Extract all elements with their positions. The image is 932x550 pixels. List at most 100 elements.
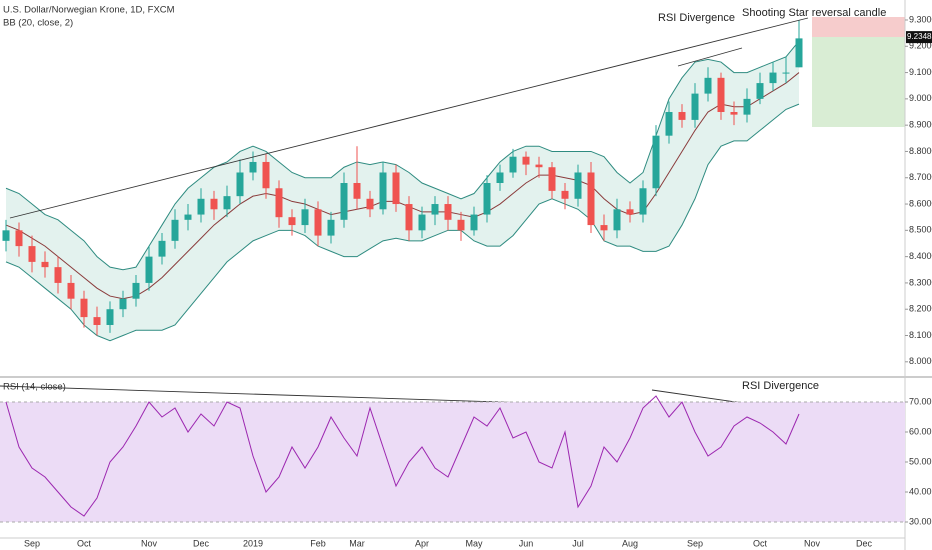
x-tick-label: Nov bbox=[804, 538, 821, 548]
candle-body bbox=[548, 167, 556, 191]
y-tick-label: 9.00000 bbox=[909, 93, 932, 103]
candle-body bbox=[496, 172, 504, 184]
candle-body bbox=[132, 282, 140, 299]
x-tick-label: Dec bbox=[193, 538, 210, 548]
candle-body bbox=[15, 230, 23, 247]
annotation: RSI Divergence bbox=[658, 12, 735, 24]
candle-body bbox=[158, 240, 166, 257]
x-tick-label: Oct bbox=[753, 538, 768, 548]
indicator-label: RSI (14, close) bbox=[3, 382, 66, 393]
price-pane bbox=[2, 19, 803, 342]
candle-body bbox=[522, 156, 530, 165]
x-tick-label: Nov bbox=[141, 538, 158, 548]
candle-body bbox=[743, 98, 751, 115]
candle-body bbox=[262, 161, 270, 189]
candle-body bbox=[327, 219, 335, 236]
candle-body bbox=[457, 219, 465, 231]
x-tick-label: Jun bbox=[519, 538, 534, 548]
trend-line bbox=[9, 17, 809, 219]
x-tick-label: Sep bbox=[24, 538, 40, 548]
candle-body bbox=[730, 112, 738, 115]
indicator-label: BB (20, close, 2) bbox=[3, 18, 73, 29]
candle-body bbox=[509, 156, 517, 173]
rsi-band bbox=[0, 402, 905, 522]
candle-body bbox=[67, 282, 75, 299]
candle-body bbox=[678, 112, 686, 120]
candle-body bbox=[236, 172, 244, 197]
y-tick-label: 8.80000 bbox=[909, 146, 932, 156]
candle-body bbox=[769, 72, 777, 84]
candle-body bbox=[379, 172, 387, 210]
candle-body bbox=[431, 204, 439, 215]
candle-body bbox=[119, 298, 127, 310]
candle-body bbox=[535, 164, 543, 168]
y-tick-label: 8.00000 bbox=[909, 356, 932, 366]
candle-body bbox=[353, 183, 361, 199]
candle-body bbox=[483, 183, 491, 215]
candle-body bbox=[41, 261, 49, 268]
candle-body bbox=[171, 219, 179, 241]
x-tick-label: Apr bbox=[415, 538, 429, 548]
x-tick-label: May bbox=[465, 538, 483, 548]
x-tick-label: Feb bbox=[310, 538, 326, 548]
candle-body bbox=[197, 198, 205, 215]
candle-body bbox=[444, 204, 452, 220]
y-tick-label: 8.20000 bbox=[909, 304, 932, 314]
bollinger-lower bbox=[5, 103, 800, 342]
y-tick-label: 8.60000 bbox=[909, 198, 932, 208]
y-tick-label: 40.00 bbox=[909, 486, 932, 496]
candle-body bbox=[340, 183, 348, 220]
candle-body bbox=[301, 209, 309, 226]
candle-body bbox=[184, 214, 192, 220]
y-tick-label: 8.40000 bbox=[909, 251, 932, 261]
target-zone bbox=[812, 37, 905, 127]
x-tick-label: Mar bbox=[349, 538, 365, 548]
x-tick-label: Jul bbox=[572, 538, 584, 548]
x-tick-label: Aug bbox=[622, 538, 638, 548]
x-tick-label: Dec bbox=[856, 538, 873, 548]
y-tick-label: 8.90000 bbox=[909, 120, 932, 130]
candle-body bbox=[93, 317, 101, 325]
candle-body bbox=[600, 225, 608, 231]
stop-zone bbox=[812, 17, 905, 37]
x-tick-label: Oct bbox=[77, 538, 92, 548]
candle-body bbox=[652, 135, 660, 189]
bollinger-upper bbox=[5, 40, 800, 271]
candle-body bbox=[795, 38, 803, 68]
candle-body bbox=[145, 256, 153, 283]
y-tick-label: 9.20000 bbox=[909, 41, 932, 51]
candle-body bbox=[626, 209, 634, 215]
candle-body bbox=[106, 309, 114, 325]
y-tick-label: 9.10000 bbox=[909, 67, 932, 77]
candle-body bbox=[639, 188, 647, 215]
y-tick-label: 8.10000 bbox=[909, 330, 932, 340]
candle-body bbox=[28, 246, 36, 262]
y-tick-label: 9.30000 bbox=[909, 14, 932, 24]
candle-body bbox=[756, 83, 764, 99]
candle-body bbox=[691, 93, 699, 120]
candle-body bbox=[314, 209, 322, 236]
candle-body bbox=[80, 298, 88, 318]
candle-body bbox=[418, 214, 426, 231]
y-tick-label: 50.00 bbox=[909, 456, 932, 466]
candle-body bbox=[392, 172, 400, 205]
candle-body bbox=[561, 190, 569, 199]
candle-body bbox=[288, 217, 296, 226]
bollinger-fill bbox=[6, 41, 799, 341]
y-tick-label: 8.70000 bbox=[909, 172, 932, 182]
y-tick-label: 30.00 bbox=[909, 516, 932, 526]
annotation: RSI Divergence bbox=[742, 380, 819, 392]
candle-body bbox=[613, 209, 621, 231]
candle-body bbox=[249, 161, 257, 173]
x-tick-label: 2019 bbox=[243, 538, 263, 548]
chart-title: U.S. Dollar/Norwegian Krone, 1D, FXCM bbox=[3, 5, 175, 16]
candle-body bbox=[782, 72, 790, 74]
y-tick-label: 70.00 bbox=[909, 396, 932, 406]
trend-line bbox=[677, 47, 743, 67]
candle-body bbox=[665, 112, 673, 136]
candle-body bbox=[2, 230, 10, 241]
candle-body bbox=[223, 196, 231, 210]
candle-body bbox=[366, 198, 374, 210]
candle-body bbox=[275, 188, 283, 218]
last-price-label: 9.23485 bbox=[907, 32, 932, 41]
